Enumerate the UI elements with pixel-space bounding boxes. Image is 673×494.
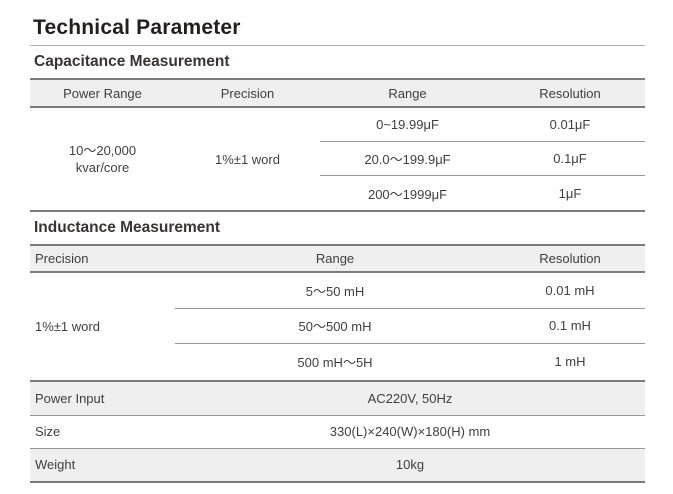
capacitance-precision-cell: 1%±1 word bbox=[215, 151, 280, 167]
range-cell: 0~19.99μF bbox=[376, 117, 439, 132]
range-cell: 5～50 mH bbox=[305, 283, 365, 299]
resolution-cell: 0.01μF bbox=[549, 117, 591, 132]
range-cell: 500 mH～5H bbox=[297, 355, 373, 371]
power-range-line-2: kvar/core bbox=[75, 160, 130, 175]
table-row: 50～500 mH 0.1 mH bbox=[175, 309, 645, 344]
column-header-power-range: Power Range bbox=[63, 85, 142, 101]
table-row-size: Size 330(L)×240(W)×180(H) mm bbox=[30, 414, 645, 448]
inductance-section-heading: Inductance Measurement bbox=[34, 219, 221, 236]
table-row-power-input: Power Input AC220V, 50Hz bbox=[30, 381, 645, 415]
power-range-line-1: 10～20,000 bbox=[68, 143, 137, 158]
inductance-table-body: 1%±1 word 5～50 mH 0.01 mH 50～500 mH 0.1 … bbox=[30, 273, 645, 382]
range-cell: 200～1999μF bbox=[367, 186, 448, 202]
column-header-precision: Precision bbox=[35, 251, 89, 266]
table-row: 200～1999μF 1μF bbox=[320, 176, 645, 210]
spec-label: Size bbox=[35, 424, 61, 439]
capacitance-section-heading: Capacitance Measurement bbox=[34, 53, 230, 70]
power-range-cell: 10～20,000 kvar/core bbox=[30, 108, 175, 210]
range-cell: 20.0～199.9μF bbox=[364, 152, 451, 167]
table-row: 20.0～199.9μF 0.1μF bbox=[320, 142, 645, 176]
column-header-resolution: Resolution bbox=[539, 85, 601, 101]
spec-value: 330(L)×240(W)×180(H) mm bbox=[329, 424, 491, 439]
resolution-cell: 1 mH bbox=[554, 354, 586, 370]
resolution-cell: 0.1μF bbox=[553, 151, 587, 166]
spec-value: 10kg bbox=[395, 457, 425, 472]
resolution-cell: 0.1 mH bbox=[549, 318, 591, 334]
inductance-table-header: Precision Range Resolution bbox=[30, 244, 645, 273]
column-header-resolution: Resolution bbox=[539, 251, 601, 266]
capacitance-table-header: Power Range Precision Range Resolution bbox=[30, 78, 645, 108]
capacitance-range-rows: 0~19.99μF 0.01μF 20.0～199.9μF 0.1μF 200～… bbox=[320, 108, 645, 210]
table-row: 5～50 mH 0.01 mH bbox=[175, 273, 645, 309]
range-cell: 50～500 mH bbox=[298, 319, 372, 335]
page-title: Technical Parameter bbox=[33, 15, 241, 39]
spec-label: Weight bbox=[35, 457, 76, 472]
resolution-cell: 0.01 mH bbox=[545, 282, 595, 298]
table-row-weight: Weight 10kg bbox=[30, 447, 645, 481]
table-row: 500 mH～5H 1 mH bbox=[175, 344, 645, 380]
top-divider bbox=[30, 45, 645, 46]
resolution-cell: 1μF bbox=[558, 185, 582, 201]
spec-label: Power Input bbox=[35, 390, 105, 406]
inductance-precision-cell: 1%±1 word bbox=[35, 318, 100, 334]
table-row: 0~19.99μF 0.01μF bbox=[320, 108, 645, 142]
spec-value: AC220V, 50Hz bbox=[367, 390, 453, 406]
capacitance-table-body: 10～20,000 kvar/core 1%±1 word 0~19.99μF … bbox=[30, 108, 645, 212]
column-header-precision: Precision bbox=[220, 85, 275, 101]
general-specs-table: Power Input AC220V, 50Hz Size 330(L)×240… bbox=[30, 381, 645, 483]
inductance-range-rows: 5～50 mH 0.01 mH 50～500 mH 0.1 mH 500 mH～… bbox=[175, 273, 645, 380]
column-header-range: Range bbox=[388, 85, 427, 101]
column-header-range: Range bbox=[315, 251, 355, 266]
spec-sheet: Technical Parameter Capacitance Measurem… bbox=[30, 0, 645, 483]
